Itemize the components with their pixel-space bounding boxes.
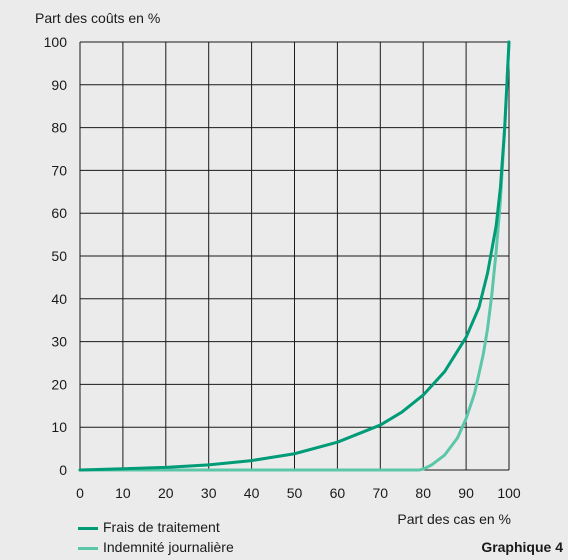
y-tick-label-20: 20: [51, 376, 67, 392]
y-tick-label-50: 50: [51, 248, 67, 264]
legend-swatch-indemnite-journaliere: [78, 547, 98, 550]
y-axis-title: Part des coûts en %: [35, 10, 160, 26]
x-tick-label-10: 10: [115, 485, 131, 501]
x-tick-label-60: 60: [330, 485, 346, 501]
x-tick-label-0: 0: [76, 485, 84, 501]
x-axis-title: Part des cas en %: [397, 511, 511, 527]
y-tick-label-40: 40: [51, 291, 67, 307]
x-tick-label-70: 70: [373, 485, 389, 501]
x-tick-label-90: 90: [458, 485, 474, 501]
tick-labels: 0 10 20 30 40 50 60 70 80 90 100 0 10 20 30 40 50 60 70 80 9…: [44, 34, 521, 501]
y-tick-label-60: 60: [51, 205, 67, 221]
y-tick-label-70: 70: [51, 162, 67, 178]
series-layer: [78, 40, 511, 472]
x-tick-label-100: 100: [497, 485, 521, 501]
x-tick-label-20: 20: [158, 485, 174, 501]
x-tick-label-50: 50: [287, 485, 303, 501]
legend: Frais de traitement Indemnité journalièr…: [78, 519, 234, 555]
y-tick-label-30: 30: [51, 334, 67, 350]
legend-label-indemnite-journaliere: Indemnité journalière: [103, 539, 234, 555]
chart-caption: Graphique 4: [481, 539, 563, 555]
y-tick-label-100: 100: [44, 34, 68, 50]
x-tick-label-80: 80: [415, 485, 431, 501]
series-line-0: [78, 40, 511, 472]
legend-swatch-frais-de-traitement: [78, 527, 98, 530]
legend-label-frais-de-traitement: Frais de traitement: [103, 519, 220, 535]
x-tick-label-30: 30: [201, 485, 217, 501]
y-tick-label-0: 0: [59, 462, 67, 478]
y-tick-label-90: 90: [51, 77, 67, 93]
y-tick-label-10: 10: [51, 419, 67, 435]
x-tick-label-40: 40: [244, 485, 260, 501]
y-tick-label-80: 80: [51, 120, 67, 136]
